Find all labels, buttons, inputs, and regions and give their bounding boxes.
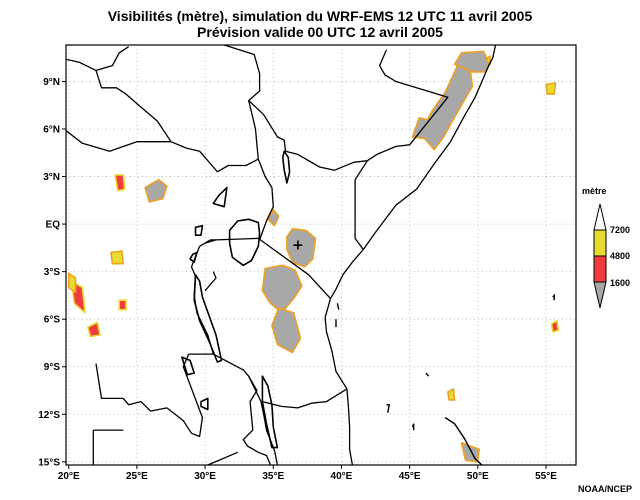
country-border-13 xyxy=(248,375,279,466)
visibility-patch-red-10 xyxy=(87,321,101,338)
visibility-patch-yellow-17 xyxy=(446,388,456,401)
visibility-patch-gray-3 xyxy=(261,264,303,314)
visibility-patch-yellow-13 xyxy=(67,272,77,294)
country-border-18 xyxy=(207,451,239,466)
visibility-patch-yellow-15 xyxy=(545,82,557,95)
country-border-9 xyxy=(257,237,331,300)
country-border-8 xyxy=(354,160,368,250)
country-border-12 xyxy=(242,375,272,466)
island-outline-6 xyxy=(425,372,430,377)
lon-tick-label-0: 20°E xyxy=(58,471,80,482)
map-title-line-2: Prévision valide 00 UTC 12 avril 2005 xyxy=(197,24,443,40)
legend-colorbar xyxy=(593,203,607,309)
lat-tick-label-6: 9°S xyxy=(44,362,61,373)
lat-tick-label-3: EQ xyxy=(46,220,61,231)
lat-tick-label-2: 3°N xyxy=(43,172,60,183)
visibility-patch-gray-5 xyxy=(144,178,168,203)
lat-tick-label-8: 15°S xyxy=(38,457,60,468)
country-border-20 xyxy=(204,239,217,244)
lake-outline-5 xyxy=(189,251,198,263)
city-marker-plus: + xyxy=(292,238,304,254)
legend-title: mètre xyxy=(582,186,607,196)
island-outline-5 xyxy=(336,303,340,310)
lake-outline-4 xyxy=(212,186,228,208)
country-border-6 xyxy=(367,49,449,162)
visibility-patch-gray-2 xyxy=(286,228,317,268)
island-outline-0 xyxy=(444,416,483,466)
lake-outline-0 xyxy=(228,218,261,267)
lon-tick-label-2: 30°E xyxy=(194,471,216,482)
lake-outline-6 xyxy=(194,224,204,236)
country-border-10 xyxy=(199,237,259,247)
legend-label-4800: 4800 xyxy=(610,251,631,261)
country-border-7 xyxy=(257,158,274,241)
country-border-3 xyxy=(224,44,287,152)
legend-swatch-above xyxy=(593,203,607,231)
lat-tick-label-5: 6°S xyxy=(44,315,61,326)
lake-outline-7 xyxy=(181,356,195,376)
lat-tick-label-0: 9°N xyxy=(43,77,60,88)
coastline-0 xyxy=(324,44,497,466)
country-border-5 xyxy=(285,150,368,171)
country-border-14 xyxy=(262,388,348,409)
map-title-line-1: Visibilités (mètre), simulation du WRF-E… xyxy=(107,8,533,24)
visibility-patch-yellow-14 xyxy=(110,250,125,265)
lon-tick-label-6: 50°E xyxy=(467,471,489,482)
visibility-fields xyxy=(67,50,560,463)
island-outline-2 xyxy=(386,404,391,413)
country-border-2 xyxy=(65,130,171,152)
island-outline-1 xyxy=(411,423,415,431)
lat-tick-label-7: 12°S xyxy=(38,410,60,421)
lake-outline-2 xyxy=(193,273,223,363)
lat-lon-grid xyxy=(66,45,576,465)
map-boundaries: + xyxy=(65,44,555,466)
lake-outline-1 xyxy=(281,150,291,184)
country-border-0 xyxy=(65,46,130,72)
visibility-patch-yellow-16 xyxy=(485,55,491,65)
lon-tick-label-7: 55°E xyxy=(535,471,557,482)
axis-ticks: 20°E 25°E 30°E 35°E 40°E 45°E 50°E 55°E 9°N 6°N 3°… xyxy=(38,77,557,482)
visibility-patch-gray-0 xyxy=(411,61,474,151)
visibility-patch-red-11 xyxy=(118,299,127,311)
island-outline-3 xyxy=(552,293,555,301)
legend-label-1600: 1600 xyxy=(610,278,631,288)
legend-swatch-yellow xyxy=(593,229,607,257)
legend-label-7200: 7200 xyxy=(610,225,631,235)
legend-swatch-gray xyxy=(593,281,607,309)
lon-tick-label-1: 25°E xyxy=(126,471,148,482)
credit-label: NOAA/NCEP xyxy=(577,484,632,494)
country-border-4 xyxy=(217,100,259,173)
lat-tick-label-4: 3°S xyxy=(44,267,61,278)
lake-outline-3 xyxy=(261,375,279,449)
lon-tick-label-5: 45°E xyxy=(399,471,421,482)
visibility-patch-gray-6 xyxy=(266,209,280,227)
visibility-patch-red-8 xyxy=(114,174,126,192)
visibility-patch-red-12 xyxy=(550,319,560,333)
legend-swatch-red xyxy=(593,255,607,283)
visibility-patch-gray-7 xyxy=(460,441,481,463)
map-frame xyxy=(65,44,577,466)
lat-tick-label-1: 6°N xyxy=(43,125,60,136)
visibility-patch-gray-4 xyxy=(271,307,302,354)
country-border-15 xyxy=(95,353,214,438)
country-border-19 xyxy=(204,271,217,292)
country-border-1 xyxy=(95,70,218,173)
lake-outline-8 xyxy=(200,397,209,411)
lon-tick-label-3: 35°E xyxy=(262,471,284,482)
lon-tick-label-4: 40°E xyxy=(331,471,353,482)
